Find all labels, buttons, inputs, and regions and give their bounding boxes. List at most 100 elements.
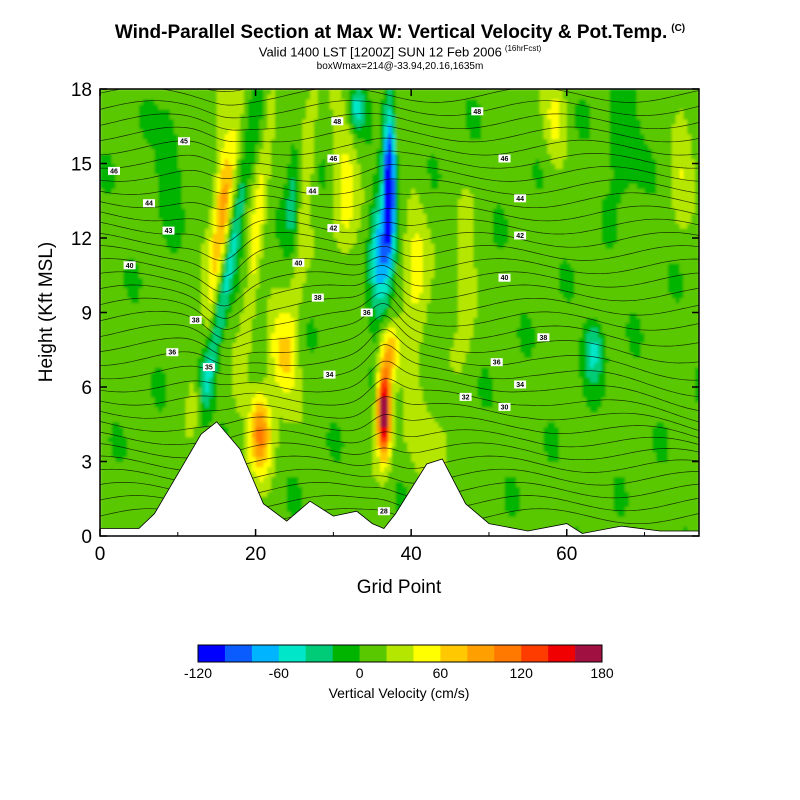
chart-title: Wind-Parallel Section at Max W: Vertical…	[0, 22, 800, 44]
colorbar: -120 -60 0 60 120 180	[184, 644, 614, 681]
theta-label: 36	[490, 358, 503, 367]
colorbar-label: 180	[590, 665, 614, 681]
colorbar-swatch	[494, 645, 522, 662]
y-tick-label: 15	[71, 155, 92, 176]
chart-subtitle-tag: (16hrFcst)	[504, 44, 542, 53]
theta-label-text: 36	[493, 360, 501, 367]
theta-label-text: 38	[314, 295, 322, 302]
x-tick-label: 60	[556, 544, 577, 565]
x-axis-label: Grid Point	[357, 577, 442, 598]
theta-label-text: 48	[333, 119, 341, 126]
x-tick-label: 0	[95, 544, 106, 565]
theta-label: 45	[178, 137, 190, 146]
theta-label: 35	[202, 363, 215, 372]
theta-label: 43	[162, 226, 175, 235]
theta-label-text: 34	[326, 372, 334, 379]
y-tick-label: 9	[81, 304, 92, 325]
theta-label-text: 43	[165, 228, 173, 235]
theta-label: 38	[311, 293, 324, 302]
theta-label-text: 30	[501, 404, 509, 411]
theta-label-text: 36	[168, 350, 176, 357]
colorbar-label: 120	[510, 665, 534, 681]
theta-label: 34	[514, 380, 527, 389]
theta-label: 30	[498, 402, 511, 411]
theta-label-text: 28	[380, 509, 388, 516]
colorbar-swatch	[198, 645, 226, 662]
theta-label: 46	[498, 154, 511, 163]
theta-label: 40	[498, 273, 511, 282]
chart-subtitle: Valid 1400 LST [1200Z] SUN 12 Feb 2006 (1…	[0, 44, 800, 59]
theta-label-text: 46	[110, 168, 118, 175]
box-info: boxWmax=214@-33.94,20.16,1635m	[316, 61, 484, 72]
theta-label: 44	[514, 194, 527, 203]
theta-label: 28	[377, 507, 390, 516]
theta-label-text: 38	[192, 318, 200, 325]
colorbar-frame	[197, 644, 603, 663]
theta-label: 42	[327, 224, 340, 233]
colorbar-swatch	[305, 645, 333, 662]
theta-label-text: 32	[462, 394, 470, 401]
theta-label-text: 40	[501, 275, 509, 282]
theta-label: 36	[166, 348, 179, 357]
colorbar-label: 60	[433, 665, 449, 681]
colorbar-swatch	[224, 645, 253, 662]
theta-label: 44	[306, 186, 319, 195]
colorbar-swatch	[440, 645, 468, 662]
theta-label-text: 42	[516, 233, 524, 240]
theta-label-text: 34	[516, 382, 524, 389]
x-tick-label: 40	[401, 544, 422, 565]
theta-label-text: 36	[363, 310, 371, 317]
theta-label: 40	[292, 258, 305, 267]
theta-label: 36	[360, 308, 373, 317]
colorbar-swatch	[386, 645, 414, 662]
theta-label-text: 38	[540, 335, 548, 342]
colorbar-label: -120	[184, 665, 212, 681]
theta-label: 34	[323, 370, 336, 379]
chart-title-tag: (C)	[671, 22, 686, 34]
theta-label: 46	[108, 166, 120, 175]
colorbar-title: Vertical Velocity (cm/s)	[329, 685, 470, 701]
colorbar-label: 0	[356, 665, 364, 681]
chart-subtitle-text: Valid 1400 LST [1200Z] SUN 12 Feb 2006	[258, 44, 502, 60]
y-axis-label: Height (Kft MSL)	[36, 242, 57, 382]
colorbar-swatch	[251, 645, 280, 662]
y-tick-label: 12	[71, 229, 92, 250]
colorbar-swatch	[575, 645, 603, 662]
theta-label-text: 42	[330, 226, 338, 233]
theta-label-text: 45	[180, 139, 188, 146]
theta-label-text: 44	[516, 196, 524, 203]
theta-label-text: 40	[126, 263, 134, 270]
colorbar-swatch	[467, 645, 495, 662]
theta-label: 38	[537, 333, 550, 342]
theta-label: 44	[143, 199, 155, 208]
x-tick-label: 20	[245, 544, 266, 565]
colorbar-label: -60	[269, 665, 289, 681]
theta-label: 42	[514, 231, 527, 240]
theta-label: 32	[459, 392, 472, 401]
theta-labels: 46 45 44 43 40 38 36 35 48 46 44 42 40 38 36 34 48 46 44 42…	[108, 107, 550, 516]
colorbar-swatch	[278, 645, 307, 662]
y-tick-label: 18	[71, 80, 92, 101]
y-tick-label: 0	[81, 527, 92, 548]
colorbar-swatch	[359, 645, 387, 662]
terrain	[100, 421, 699, 536]
terrain-mask	[100, 421, 699, 536]
theta-label-text: 44	[309, 188, 317, 195]
theta-label: 38	[189, 316, 202, 325]
colorbar-swatch	[521, 645, 549, 662]
chart-title-text: Wind-Parallel Section at Max W: Vertical…	[114, 22, 668, 43]
theta-label-text: 48	[473, 109, 481, 116]
colorbar-swatch	[413, 645, 441, 662]
theta-label-text: 46	[501, 156, 509, 163]
y-tick-label: 3	[81, 453, 92, 474]
theta-label: 48	[331, 117, 344, 126]
theta-label-text: 46	[330, 156, 338, 163]
theta-label-text: 40	[295, 260, 303, 267]
theta-label: 48	[471, 107, 484, 116]
theta-label: 46	[327, 154, 340, 163]
y-tick-label: 6	[81, 378, 92, 399]
theta-label-text: 44	[145, 201, 153, 208]
colorbar-swatch	[332, 645, 360, 662]
